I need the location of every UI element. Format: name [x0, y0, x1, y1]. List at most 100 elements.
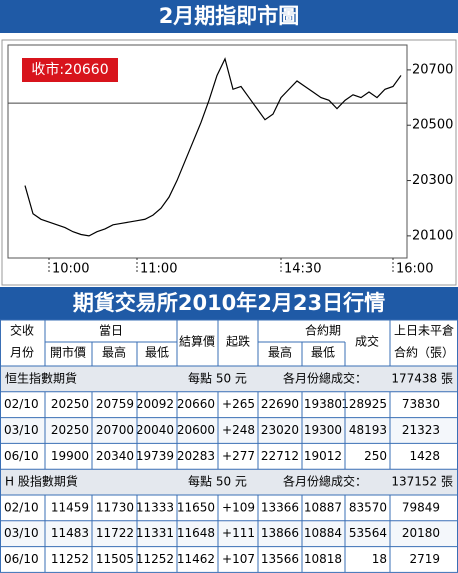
table-cell: +277 [222, 449, 255, 463]
table-cell: 22712 [261, 449, 299, 463]
section-row [0, 366, 458, 392]
table-cell: 19012 [304, 449, 342, 463]
table-cell: 21323 [402, 423, 440, 437]
section-unit: 每點 50 元 [188, 370, 247, 385]
table-cell: 10884 [304, 526, 342, 540]
x-tick-label: 11:00 [140, 262, 177, 277]
table-cell: 13866 [261, 526, 299, 540]
x-tick-label: 10:00 [52, 262, 89, 277]
table-cell: 02/10 [4, 500, 39, 514]
table-cell: 19380 [304, 397, 342, 411]
table-cell: 83570 [349, 500, 387, 514]
table-cell: 11648 [177, 526, 215, 540]
table-cell: 20092 [136, 397, 174, 411]
section-name: H 股指數期貨 [5, 474, 78, 489]
table-cell: 1428 [409, 449, 440, 463]
plot-area [7, 44, 408, 259]
data-row [0, 546, 458, 573]
table-cell: +248 [222, 423, 255, 437]
table-cell: 11505 [96, 552, 134, 566]
column-header: 上日未平倉 [394, 323, 454, 338]
table-cell: 20180 [402, 526, 440, 540]
annotation-box [22, 58, 118, 82]
table-cell: 20283 [177, 449, 215, 463]
table-cell: 20600 [177, 423, 215, 437]
table-cell: 23020 [261, 423, 299, 437]
section-total-label: 各月份總成交： [283, 370, 367, 385]
column-header: 成交 [355, 334, 379, 349]
y-tick-label: 20700 [412, 62, 453, 77]
section-row [0, 469, 458, 495]
price-line [24, 57, 402, 237]
column-header: 合約（張） [394, 345, 454, 360]
table-cell: 20340 [96, 449, 134, 463]
table-cell: 13566 [261, 552, 299, 566]
data-row [0, 495, 458, 521]
table-cell: 20250 [51, 397, 89, 411]
table-cell: 22690 [261, 397, 299, 411]
table-cell: 11331 [136, 526, 174, 540]
table-cell: 20250 [51, 423, 89, 437]
table-cell: 20759 [96, 397, 134, 411]
table-cell: 18 [372, 552, 387, 566]
table-cell: +111 [222, 526, 255, 540]
table-cell: 20700 [96, 423, 134, 437]
table-cell: +107 [222, 552, 255, 566]
column-header: 最低 [311, 346, 335, 360]
column-header: 最高 [268, 345, 292, 360]
column-header: 交收 [10, 323, 34, 338]
table-cell: 11483 [51, 526, 89, 540]
table-cell: 03/10 [4, 423, 39, 437]
column-header: 月份 [10, 346, 34, 360]
column-header: 最高 [102, 345, 126, 360]
table-cell: +109 [222, 500, 255, 514]
x-tick-label: 16:00 [396, 262, 433, 277]
section-total: 177438 張 [391, 371, 453, 385]
chart-frame [1, 39, 457, 286]
table-cell: 06/10 [4, 552, 39, 566]
table-cell: 250 [364, 449, 387, 463]
table-cell: 20660 [177, 397, 215, 411]
table-header-bg [0, 320, 458, 366]
table-cell: 02/10 [4, 397, 39, 411]
table-cell: 19900 [51, 449, 89, 463]
table-cell: 53564 [349, 526, 387, 540]
table-cell: 11459 [51, 500, 89, 514]
column-header: 結算價 [179, 334, 215, 349]
table-cell: 11650 [177, 500, 215, 514]
column-header: 起跌 [226, 334, 250, 349]
table-cell: 11333 [136, 500, 174, 514]
data-row [0, 417, 458, 444]
column-header: 最低 [145, 346, 169, 360]
column-header: 當日 [99, 324, 123, 338]
table-cell: 128925 [341, 397, 387, 411]
table-cell: 06/10 [4, 449, 39, 463]
table-cell: 19739 [136, 449, 174, 463]
table-cell: +265 [222, 397, 255, 411]
table-cell: 11722 [96, 526, 134, 540]
data-row [0, 520, 458, 547]
column-header: 開市價 [50, 345, 86, 360]
table-cell: 11252 [136, 552, 174, 566]
section-name: 恒生指數期貨 [5, 370, 77, 385]
y-tick-label: 20500 [412, 118, 453, 133]
table-banner [0, 287, 458, 320]
table-cell: 2719 [409, 552, 440, 566]
table-cell: 11252 [51, 552, 89, 566]
section-total: 137152 張 [391, 475, 453, 489]
section-unit: 每點 50 元 [188, 474, 247, 489]
table-cell: 03/10 [4, 526, 39, 540]
x-tick-label: 14:30 [284, 262, 321, 277]
y-tick-label: 20300 [412, 173, 453, 188]
title-banner [0, 0, 458, 33]
data-row [0, 391, 458, 418]
column-header: 合約期 [305, 323, 341, 338]
y-tick-label: 20100 [412, 228, 453, 243]
chart-title: 2月期指即市圖 [159, 4, 300, 28]
table-cell: 73830 [402, 397, 440, 411]
annotation: 收市:20660 [31, 61, 108, 78]
table-cell: 79849 [402, 500, 440, 514]
table-cell: 48193 [349, 423, 387, 437]
table-cell: 10887 [304, 500, 342, 514]
